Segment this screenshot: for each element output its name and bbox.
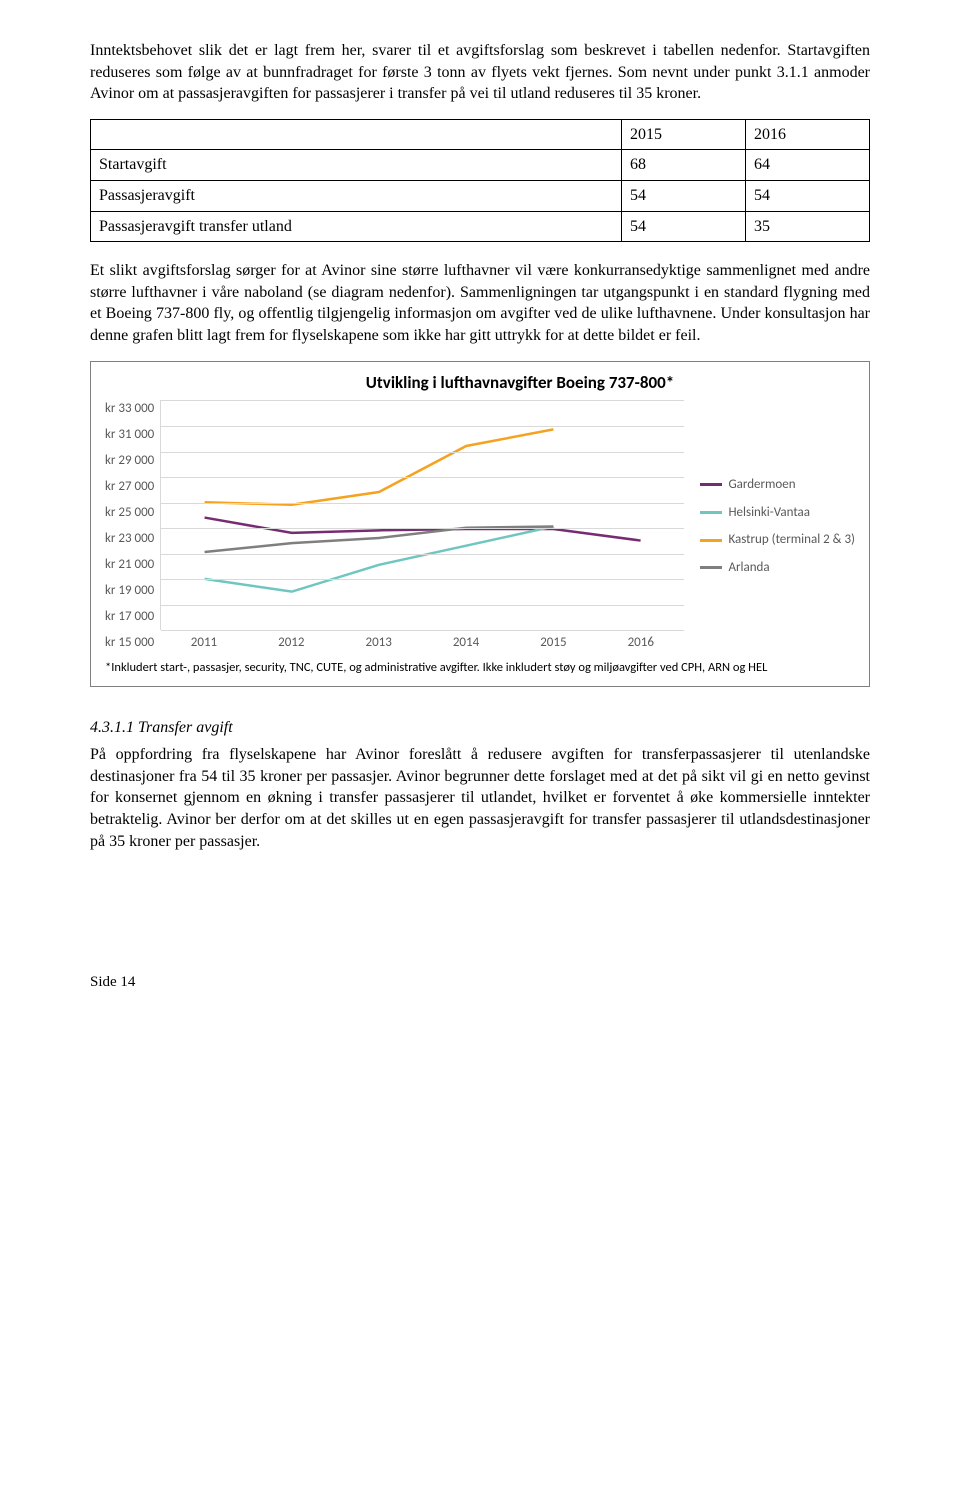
grid-line [161,400,684,401]
y-tick: kr 19 000 [105,582,154,600]
grid-line [161,503,684,504]
grid-line [161,452,684,453]
chart-title: Utvikling i lufthavnavgifter Boeing 737-… [185,372,855,395]
series-line [205,527,554,592]
y-tick: kr 25 000 [105,504,154,522]
chart-lines [161,400,684,630]
chart-footnote: *Inkludert start-, passasjer, security, … [105,660,855,676]
legend-label: Kastrup (terminal 2 & 3) [728,531,855,549]
cell: 54 [745,180,869,211]
series-line [205,518,641,541]
table-header-row: 2015 2016 [91,119,870,150]
series-line [205,430,554,505]
y-tick: kr 15 000 [105,634,154,652]
chart-legend: Gardermoen Helsinki-Vantaa Kastrup (termin… [684,400,855,652]
legend-item: Arlanda [700,559,855,577]
cell: 68 [621,150,745,181]
table-row: Startavgift 68 64 [91,150,870,181]
table-row: Passasjeravgift transfer utland 54 35 [91,211,870,242]
y-tick: kr 17 000 [105,608,154,626]
grid-line [161,477,684,478]
section-heading: 4.3.1.1 Transfer avgift [90,717,870,739]
page-footer: Side 14 [90,972,870,992]
col-2016: 2016 [745,119,869,150]
x-tick: 2011 [160,634,247,652]
y-tick: kr 23 000 [105,530,154,548]
y-axis: kr 33 000 kr 31 000 kr 29 000 kr 27 000 kr 2… [105,400,160,652]
grid-line [161,528,684,529]
cell: 54 [621,180,745,211]
cell: 35 [745,211,869,242]
y-tick: kr 27 000 [105,478,154,496]
legend-swatch [700,483,722,486]
legend-item: Helsinki-Vantaa [700,504,855,522]
cell: 54 [621,211,745,242]
x-tick: 2016 [597,634,684,652]
grid-line [161,554,684,555]
x-tick: 2014 [422,634,509,652]
x-axis: 201120122013201420152016 [160,630,684,652]
grid-line [161,579,684,580]
intro-paragraph: Inntektsbehovet slik det er lagt frem he… [90,40,870,105]
fees-table: 2015 2016 Startavgift 68 64 Passasjeravg… [90,119,870,242]
transfer-paragraph: På oppfordring fra flyselskapene har Avi… [90,744,870,852]
cell: Startavgift [91,150,622,181]
legend-label: Gardermoen [728,476,795,494]
col-2015: 2015 [621,119,745,150]
plot-area [160,400,684,630]
legend-item: Gardermoen [700,476,855,494]
grid-line [161,605,684,606]
grid-line [161,630,684,631]
line-chart: Utvikling i lufthavnavgifter Boeing 737-… [90,361,870,687]
x-tick: 2012 [248,634,335,652]
table-row: Passasjeravgift 54 54 [91,180,870,211]
y-tick: kr 33 000 [105,400,154,418]
legend-swatch [700,511,722,514]
grid-line [161,426,684,427]
legend-item: Kastrup (terminal 2 & 3) [700,531,855,549]
x-tick: 2015 [510,634,597,652]
legend-label: Arlanda [728,559,769,577]
middle-paragraph: Et slikt avgiftsforslag sørger for at Av… [90,260,870,346]
cell: 64 [745,150,869,181]
y-tick: kr 21 000 [105,556,154,574]
cell: Passasjeravgift [91,180,622,211]
legend-swatch [700,566,722,569]
y-tick: kr 29 000 [105,452,154,470]
col-empty [91,119,622,150]
x-tick: 2013 [335,634,422,652]
y-tick: kr 31 000 [105,426,154,444]
legend-label: Helsinki-Vantaa [728,504,810,522]
cell: Passasjeravgift transfer utland [91,211,622,242]
legend-swatch [700,539,722,542]
